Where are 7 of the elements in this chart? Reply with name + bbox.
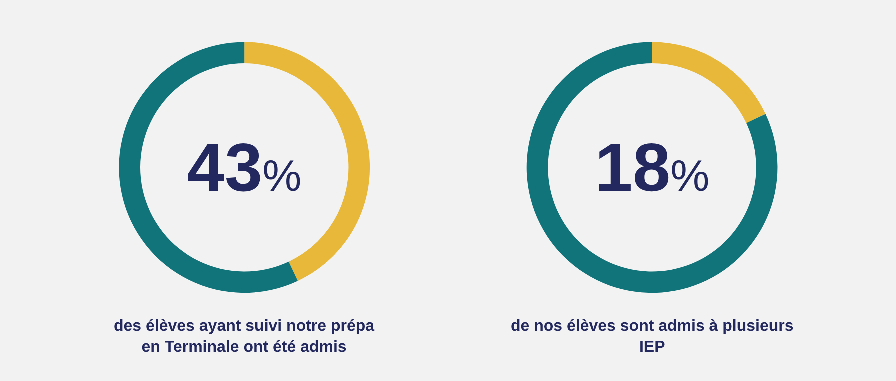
donut-slice xyxy=(526,42,778,293)
text: 18% xyxy=(595,130,710,206)
donut-slice xyxy=(652,42,766,124)
text: des élèves ayant suivi notre prépa en Terminale ont été admis xyxy=(114,318,375,356)
donut-slice xyxy=(119,42,298,293)
text: de nos élèves sont admis à plusieurs IEP xyxy=(511,318,794,356)
text: 43% xyxy=(187,130,302,206)
